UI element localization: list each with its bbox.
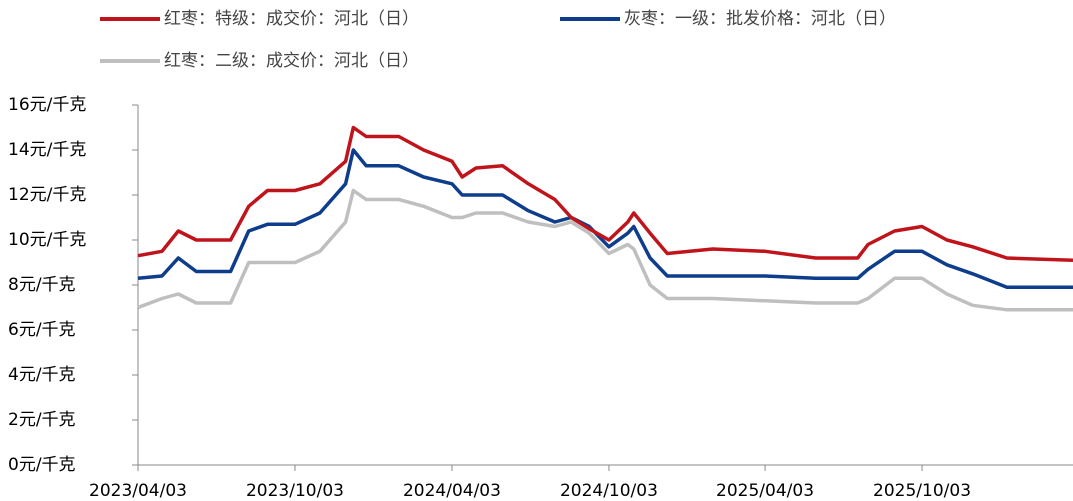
x-tick-label: 2025/04/03	[716, 481, 814, 501]
series-line	[137, 125, 1073, 263]
x-tick-label: 2024/04/03	[403, 481, 501, 501]
x-tick-label: 2025/10/03	[873, 481, 971, 501]
x-tick-label: 2024/10/03	[560, 481, 658, 501]
series-line	[137, 148, 1073, 290]
y-tick-label: 14元/千克	[8, 140, 86, 160]
x-tick-label: 2023/10/03	[246, 481, 344, 501]
legend-label: 灰枣：一级：批发价格：河北（日）	[624, 9, 896, 29]
y-tick-label: 10元/千克	[8, 230, 86, 250]
legend-label: 红枣：二级：成交价：河北（日）	[164, 51, 419, 71]
x-tick-label: 2023/04/03	[89, 481, 187, 501]
y-tick-label: 0元/千克	[8, 455, 76, 475]
y-tick-label: 2元/千克	[8, 410, 76, 430]
series-line	[137, 188, 1073, 312]
y-tick-label: 8元/千克	[8, 275, 76, 295]
y-tick-label: 4元/千克	[8, 365, 76, 385]
y-tick-label: 12元/千克	[8, 185, 86, 205]
legend-label: 红枣：特级：成交价：河北（日）	[164, 9, 419, 29]
y-tick-label: 6元/千克	[8, 320, 76, 340]
y-tick-label: 16元/千克	[8, 95, 86, 115]
